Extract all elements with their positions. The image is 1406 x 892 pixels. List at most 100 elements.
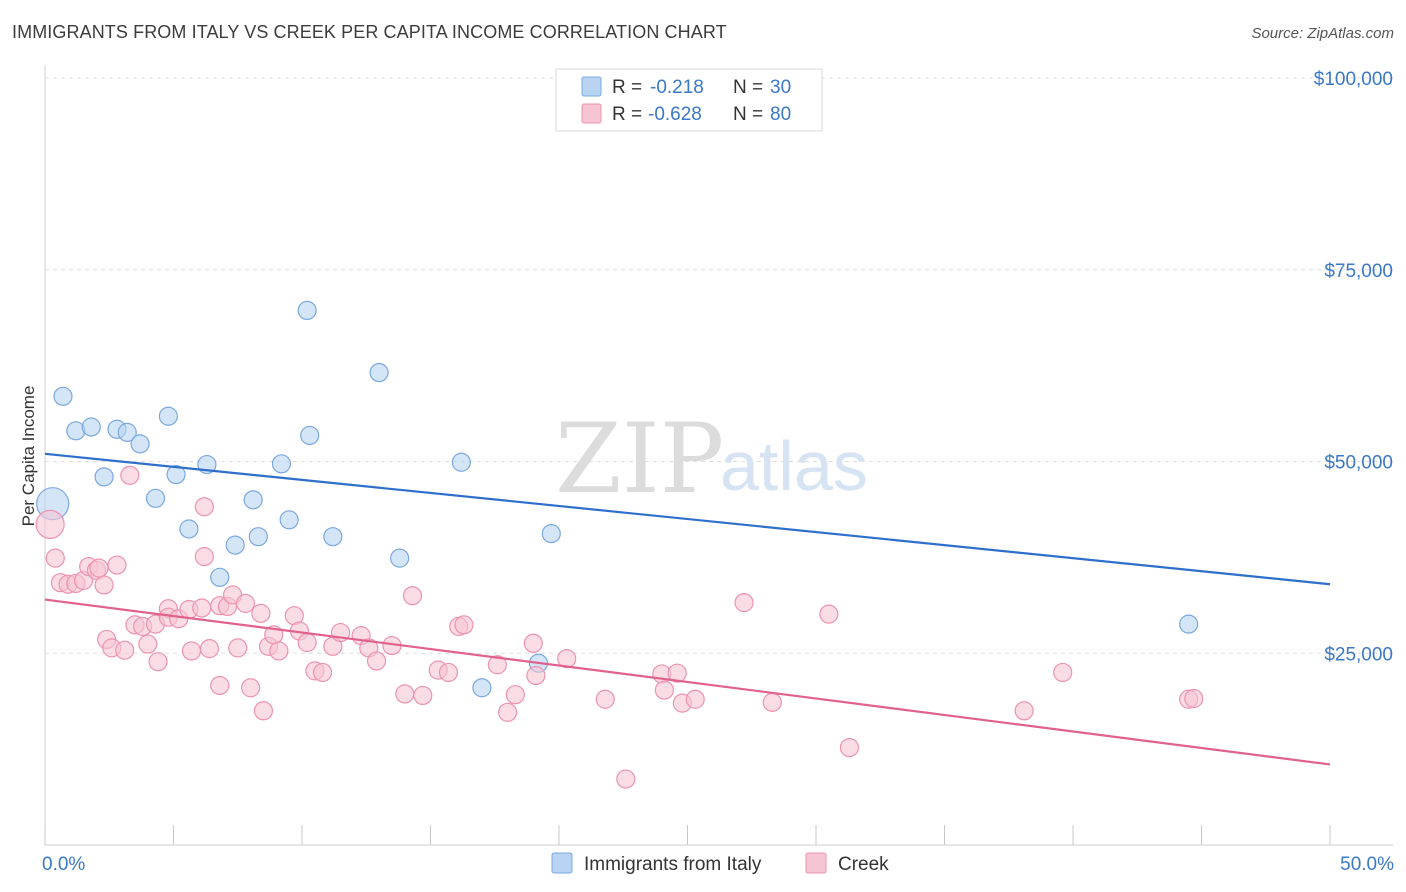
point-creek-69 (667, 663, 687, 683)
grid-lines (45, 77, 1393, 654)
x-axis-ticks (44, 825, 1331, 845)
series-legend-label-creek: Creek (838, 854, 889, 875)
chart-title: IMMIGRANTS FROM ITALY VS CREEK PER CAPIT… (12, 22, 727, 42)
point-italy-24 (451, 452, 471, 472)
point-italy-10 (166, 464, 186, 485)
watermark-zip: ZIP (555, 403, 724, 515)
point-creek-56 (438, 662, 459, 683)
point-creek-58 (454, 615, 474, 635)
point-italy-13 (210, 567, 230, 587)
point-italy-18 (279, 510, 299, 530)
point-italy-22 (369, 362, 389, 383)
point-creek-45 (312, 662, 333, 683)
stats-legend: R = -0.218 N = 30 R = -0.628 N = 80 (555, 68, 823, 132)
point-creek-52 (395, 684, 415, 704)
point-creek-9 (94, 575, 114, 595)
point-italy-6 (117, 422, 137, 442)
point-italy-4 (94, 467, 114, 487)
point-italy-23 (390, 548, 410, 568)
trend-line-creek (44, 598, 1331, 766)
point-creek-60 (498, 702, 518, 722)
point-creek-72 (734, 593, 754, 613)
legend-r-value-creek: -0.628 (648, 104, 702, 125)
point-creek-71 (685, 689, 705, 709)
point-italy-8 (145, 488, 166, 508)
point-creek-13 (115, 640, 135, 660)
point-italy-19 (300, 425, 320, 446)
legend-n-label-creek: N = (733, 104, 763, 125)
trend-line-italy (44, 452, 1331, 586)
y-axis-label: Per Capita Income (19, 386, 38, 527)
series-legend-swatch-creek (805, 852, 827, 874)
point-creek-76 (1014, 701, 1034, 721)
point-italy-20 (297, 300, 317, 321)
point-creek-61 (505, 685, 525, 705)
point-creek-77 (1053, 662, 1073, 683)
point-creek-79 (1184, 688, 1204, 709)
point-creek-54 (413, 685, 433, 706)
series-legend-swatch-italy (551, 852, 573, 874)
point-creek-63 (526, 665, 546, 686)
source-label: Source: ZipAtlas.com (1251, 25, 1394, 42)
legend-r-value-italy: -0.218 (650, 77, 704, 98)
point-creek-43 (297, 632, 317, 653)
y-tick-label-0: $25,000 (1324, 644, 1393, 665)
point-creek-50 (366, 651, 387, 671)
point-creek-19 (148, 652, 168, 672)
y-tick-label-1: $50,000 (1324, 453, 1393, 474)
point-creek-73 (762, 692, 782, 712)
point-creek-40 (269, 641, 289, 661)
series-legend: Immigrants from Italy Creek (551, 852, 889, 875)
x-tick-label-min: 0.0% (42, 854, 85, 875)
point-creek-30 (210, 675, 230, 696)
point-creek-26 (194, 547, 214, 567)
watermark: ZIP atlas (555, 403, 868, 515)
point-creek-17 (138, 634, 158, 654)
point-creek-24 (181, 641, 202, 661)
point-creek-27 (194, 497, 214, 517)
legend-n-value-italy: 30 (770, 77, 791, 98)
point-italy-25 (472, 678, 492, 698)
point-italy-27 (541, 523, 561, 544)
legend-r-label-italy: R = (612, 77, 642, 98)
point-creek-0 (35, 509, 65, 539)
point-creek-28 (199, 639, 220, 659)
point-creek-62 (523, 633, 543, 653)
point-italy-14 (225, 535, 245, 555)
y-axis-tick-labels: $25,000 $50,000 $75,000 $100,000 (1314, 69, 1393, 665)
point-creek-53 (402, 586, 423, 606)
point-creek-1 (45, 548, 65, 568)
y-tick-label-2: $75,000 (1324, 261, 1393, 282)
point-creek-74 (819, 604, 839, 624)
point-creek-75 (839, 737, 860, 758)
point-italy-15 (243, 490, 263, 510)
point-creek-8 (89, 558, 109, 578)
legend-n-label-italy: N = (733, 77, 763, 98)
point-creek-14 (120, 465, 140, 485)
point-italy-9 (158, 406, 178, 426)
y-tick-label-3: $100,000 (1314, 69, 1393, 90)
point-creek-65 (595, 689, 615, 709)
point-italy-3 (81, 417, 101, 437)
point-italy-1 (53, 386, 73, 406)
legend-n-value-creek: 80 (770, 104, 791, 125)
legend-swatch-italy (581, 76, 602, 97)
point-italy-17 (271, 454, 292, 474)
point-creek-36 (251, 603, 271, 623)
point-creek-12 (107, 555, 127, 575)
point-creek-35 (241, 678, 261, 698)
data-points (35, 110, 1204, 789)
point-creek-33 (228, 638, 248, 658)
point-italy-21 (323, 527, 343, 547)
point-creek-59 (487, 655, 507, 675)
series-legend-label-italy: Immigrants from Italy (584, 854, 762, 875)
x-tick-label-max: 50.0% (1340, 854, 1394, 875)
point-creek-25 (192, 598, 212, 618)
point-italy-11 (179, 519, 199, 539)
point-creek-34 (235, 593, 256, 613)
legend-swatch-creek (581, 103, 602, 124)
point-creek-68 (654, 680, 674, 700)
point-creek-66 (616, 769, 636, 789)
point-creek-37 (253, 701, 274, 721)
